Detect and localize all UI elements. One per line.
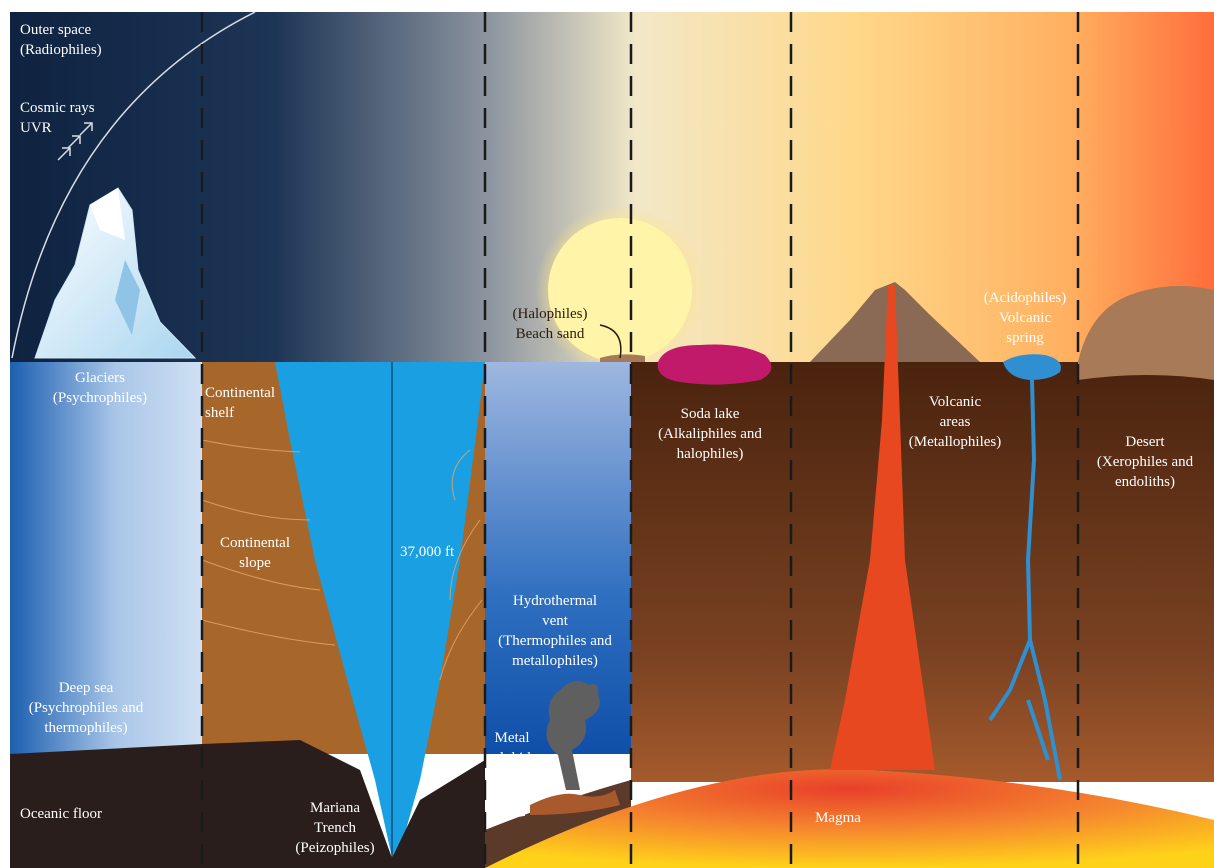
label-line: endoliths) (1115, 474, 1175, 490)
label-line: sulphide (487, 750, 538, 766)
label-line: Glaciers (75, 370, 125, 386)
label-line: Continental (220, 535, 290, 551)
label-line: spring (1006, 330, 1044, 346)
label-desert: Desert (Xerophiles and endoliths) (1097, 434, 1194, 490)
label-depth: 37,000 ft (400, 544, 455, 560)
label-line: thermophiles) (44, 720, 127, 736)
label-line: Outer space (20, 22, 92, 38)
atmosphere-arc (11, 11, 256, 359)
volcanic-spring (1003, 354, 1061, 380)
label-line: Deep sea (59, 680, 114, 696)
label-line: Oceanic floor (20, 806, 102, 822)
label-outer-space: Outer space (Radiophiles) (20, 22, 102, 58)
label-line: (Xerophiles and (1097, 454, 1194, 470)
vent-sea-region (485, 362, 631, 754)
label-line: (Thermophiles and (498, 633, 612, 649)
label-line: deposits (487, 770, 536, 786)
label-hydrothermal: Hydrothermal vent (Thermophiles and metallo… (498, 593, 612, 669)
slope-contours (201, 439, 483, 681)
label-soda-lake: Soda lake (Alkaliphiles and halophiles) (658, 406, 762, 462)
label-acidophiles: (Acidophiles) Volcanic spring (984, 290, 1066, 346)
label-metal-sulphide: Metal sulphide deposits (487, 730, 538, 786)
vent-plume-icon (546, 681, 600, 790)
label-line: Mariana (310, 800, 360, 816)
label-line: (Peizophiles) (295, 840, 374, 856)
label-line: (Psychrophiles) (53, 390, 147, 406)
label-line: (Psychrophiles and (29, 700, 144, 716)
label-line: UVR (20, 120, 52, 136)
label-line: Magma (815, 810, 861, 826)
soda-lake (657, 344, 772, 385)
label-continental-slope: Continental slope (220, 535, 290, 571)
label-line: 37,000 ft (400, 544, 455, 560)
label-line: areas (940, 414, 971, 430)
label-line: Cosmic rays (20, 100, 95, 116)
iceberg-icon (34, 187, 197, 359)
label-line: Continental (205, 385, 275, 401)
label-volcanic-areas: Volcanic areas (Metallophiles) (909, 394, 1001, 450)
label-line: (Radiophiles) (20, 42, 102, 58)
lava-channel (830, 285, 935, 770)
label-line: slope (239, 555, 271, 571)
beach-arrow-icon (599, 324, 622, 359)
label-line: Trench (314, 820, 356, 836)
label-line: Volcanic (999, 310, 1052, 326)
label-line: (Alkaliphiles and (658, 426, 762, 442)
label-line: Desert (1125, 434, 1165, 450)
label-cosmic: Cosmic rays UVR (20, 100, 95, 136)
label-oceanic-floor: Oceanic floor (20, 806, 102, 822)
label-line: (Halophiles) (513, 306, 588, 322)
label-line: vent (542, 613, 569, 629)
label-line: Beach sand (516, 326, 585, 342)
label-magma: Magma (815, 810, 861, 826)
label-line: Soda lake (681, 406, 740, 422)
label-line: (Acidophiles) (984, 290, 1066, 306)
label-deep-sea: Deep sea (Psychrophiles and thermophiles) (29, 680, 144, 736)
label-line: Hydrothermal (513, 593, 597, 609)
label-line: (Metallophiles) (909, 434, 1001, 450)
label-mariana: Mariana Trench (Peizophiles) (295, 800, 374, 856)
label-line: Metal (495, 730, 530, 746)
trench-water (275, 362, 485, 858)
label-line: halophiles) (677, 446, 744, 462)
desert-dunes (1078, 286, 1214, 380)
dividers (200, 12, 1080, 868)
label-glaciers: Glaciers (Psychrophiles) (53, 370, 147, 406)
label-continental-shelf: Continental shelf (205, 385, 275, 421)
deep-sea-region (10, 362, 202, 754)
label-line: metallophiles) (512, 653, 598, 669)
label-halophiles: (Halophiles) Beach sand (513, 306, 588, 342)
arrow-icon (57, 122, 93, 161)
label-line: shelf (205, 405, 234, 421)
label-line: Volcanic (929, 394, 982, 410)
